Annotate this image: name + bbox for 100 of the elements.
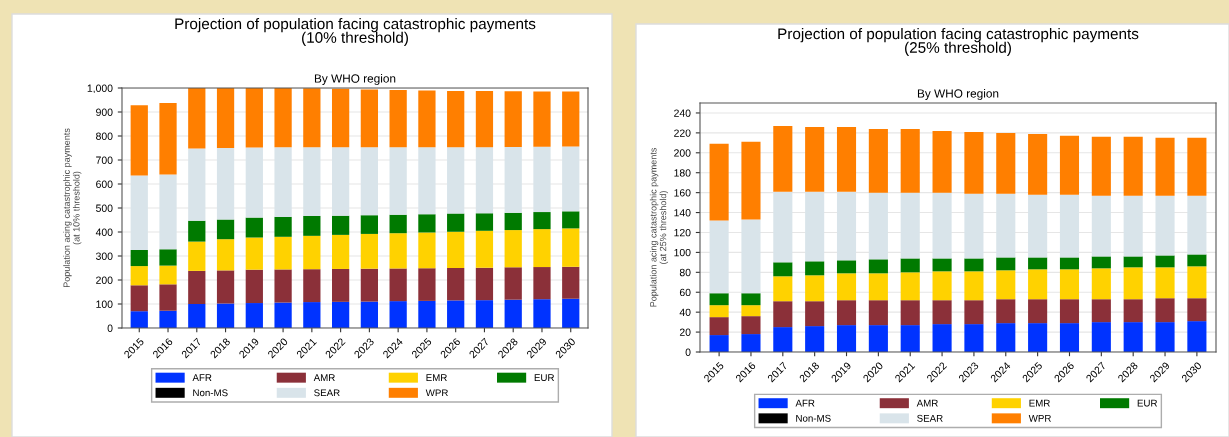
y-tick-label: 0 bbox=[685, 348, 691, 356]
bar bbox=[130, 285, 148, 312]
bar bbox=[900, 300, 920, 326]
bar bbox=[216, 88, 235, 148]
bar bbox=[216, 148, 235, 220]
bar bbox=[245, 303, 263, 328]
bar bbox=[188, 270, 206, 304]
bar bbox=[504, 147, 522, 213]
bar bbox=[360, 268, 379, 302]
bar bbox=[245, 269, 263, 304]
y-tick-label: 80 bbox=[679, 268, 691, 277]
bar bbox=[159, 103, 177, 175]
bar bbox=[188, 220, 206, 242]
bar bbox=[418, 232, 436, 269]
bar bbox=[188, 148, 206, 221]
bar bbox=[709, 305, 729, 318]
bar bbox=[1059, 323, 1080, 352]
legend-label: AFR bbox=[192, 374, 212, 381]
y-tick-label: 140 bbox=[674, 209, 691, 217]
bar bbox=[900, 325, 920, 352]
bar bbox=[741, 316, 761, 335]
bar bbox=[245, 237, 263, 270]
legend-label: AMR bbox=[313, 374, 335, 381]
bar bbox=[216, 270, 235, 304]
bar bbox=[1187, 195, 1207, 255]
bar bbox=[900, 128, 920, 193]
bar bbox=[245, 217, 263, 238]
bar bbox=[303, 215, 321, 236]
bar bbox=[447, 300, 465, 328]
y-tick-label: 180 bbox=[674, 169, 691, 177]
bar bbox=[389, 268, 407, 302]
bar bbox=[447, 231, 465, 268]
bar bbox=[1028, 257, 1048, 270]
bar bbox=[964, 300, 984, 325]
bar bbox=[331, 215, 350, 235]
bar bbox=[274, 302, 292, 328]
legend-label: Non-MS bbox=[796, 414, 831, 422]
bar bbox=[709, 317, 729, 336]
bar bbox=[773, 301, 793, 328]
bar bbox=[836, 191, 857, 261]
bar bbox=[805, 261, 825, 276]
legend-label: AMR bbox=[916, 399, 938, 407]
legend-label: EUR bbox=[534, 374, 555, 382]
bar bbox=[274, 236, 292, 270]
bar bbox=[836, 260, 857, 274]
bar bbox=[1155, 137, 1175, 196]
bar bbox=[447, 90, 465, 148]
bar bbox=[360, 89, 379, 148]
bar bbox=[159, 310, 177, 328]
bar bbox=[1155, 267, 1175, 299]
bar bbox=[836, 126, 857, 192]
bar bbox=[996, 270, 1016, 300]
y-axis-title: Population acing catastrophic payments (at 25% threshold) bbox=[649, 148, 669, 307]
bar bbox=[389, 147, 407, 215]
bar bbox=[159, 284, 177, 311]
bar bbox=[996, 299, 1016, 324]
bar bbox=[331, 88, 350, 148]
bar bbox=[533, 146, 551, 213]
bar bbox=[389, 233, 407, 269]
bar bbox=[1091, 299, 1111, 323]
bar bbox=[741, 219, 761, 294]
bar bbox=[389, 89, 407, 148]
y-tick-label: 0 bbox=[107, 324, 113, 332]
bar bbox=[996, 193, 1016, 258]
legend-label: EUR bbox=[1137, 399, 1158, 407]
bar bbox=[805, 126, 825, 192]
bar bbox=[1059, 194, 1080, 258]
y-tick-label: 800 bbox=[96, 132, 113, 140]
legend-label: WPR bbox=[425, 389, 448, 397]
bar bbox=[1155, 322, 1175, 352]
legend-label: SEAR bbox=[314, 389, 340, 397]
bar bbox=[868, 128, 888, 193]
bar bbox=[964, 271, 984, 301]
bar bbox=[130, 175, 148, 250]
bar bbox=[932, 324, 952, 352]
y-tick-label: 700 bbox=[96, 156, 113, 164]
bar bbox=[1123, 299, 1143, 323]
bar bbox=[274, 269, 292, 303]
y-tick-label: 120 bbox=[674, 228, 691, 237]
bar bbox=[1187, 298, 1207, 322]
bar bbox=[709, 335, 729, 352]
bar bbox=[868, 300, 888, 326]
bar bbox=[868, 192, 888, 260]
bar bbox=[360, 233, 379, 269]
bar bbox=[1091, 256, 1111, 269]
bar bbox=[418, 214, 436, 233]
bar bbox=[1187, 266, 1207, 299]
bar bbox=[1091, 195, 1111, 257]
bar bbox=[562, 146, 580, 212]
bar bbox=[130, 105, 148, 176]
legend-label: AFR bbox=[795, 399, 815, 407]
bar bbox=[504, 91, 522, 148]
bar bbox=[932, 258, 952, 272]
bar bbox=[475, 147, 494, 214]
bar bbox=[245, 147, 263, 218]
chart-title: Projection of population facing catastrophic payments (25% threshold) bbox=[778, 28, 1139, 56]
legend-label: EMR bbox=[1029, 399, 1050, 407]
bar bbox=[274, 216, 292, 237]
bar bbox=[1028, 269, 1048, 300]
bar bbox=[360, 301, 379, 328]
